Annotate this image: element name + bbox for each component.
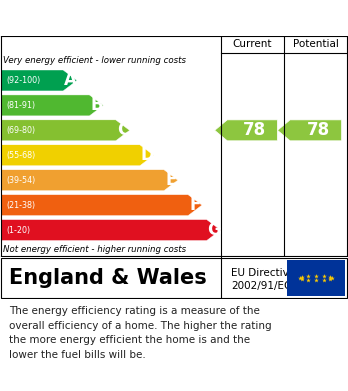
Polygon shape (2, 120, 129, 141)
Text: 2002/91/EC: 2002/91/EC (231, 281, 292, 291)
Polygon shape (277, 120, 342, 141)
Polygon shape (2, 220, 221, 240)
Text: The energy efficiency rating is a measure of the
overall efficiency of a home. T: The energy efficiency rating is a measur… (9, 307, 271, 360)
Text: (69-80): (69-80) (6, 126, 35, 135)
Text: B: B (90, 97, 103, 115)
Text: Current: Current (232, 39, 272, 49)
Text: (1-20): (1-20) (6, 226, 30, 235)
Text: (21-38): (21-38) (6, 201, 35, 210)
Text: England & Wales: England & Wales (9, 268, 206, 288)
Text: D: D (140, 146, 154, 164)
FancyBboxPatch shape (1, 258, 347, 298)
Text: F: F (190, 196, 201, 214)
Polygon shape (2, 70, 77, 91)
Text: C: C (117, 121, 129, 139)
Text: Potential: Potential (293, 39, 339, 49)
Text: (92-100): (92-100) (6, 76, 40, 85)
Text: E: E (166, 171, 177, 189)
Text: G: G (207, 221, 221, 239)
Text: (55-68): (55-68) (6, 151, 35, 160)
Text: 78: 78 (307, 121, 330, 139)
Polygon shape (2, 170, 178, 191)
Text: A: A (64, 72, 77, 90)
Bar (287, 260, 345, 296)
Text: Not energy efficient - higher running costs: Not energy efficient - higher running co… (3, 245, 187, 254)
Text: (39-54): (39-54) (6, 176, 35, 185)
Text: Energy Efficiency Rating: Energy Efficiency Rating (9, 9, 249, 27)
Polygon shape (2, 95, 103, 116)
Text: Very energy efficient - lower running costs: Very energy efficient - lower running co… (3, 56, 187, 65)
Polygon shape (2, 145, 154, 166)
Text: 78: 78 (243, 121, 266, 139)
Polygon shape (2, 195, 202, 215)
Polygon shape (215, 120, 277, 141)
Text: EU Directive: EU Directive (231, 268, 295, 278)
Text: (81-91): (81-91) (6, 101, 35, 110)
